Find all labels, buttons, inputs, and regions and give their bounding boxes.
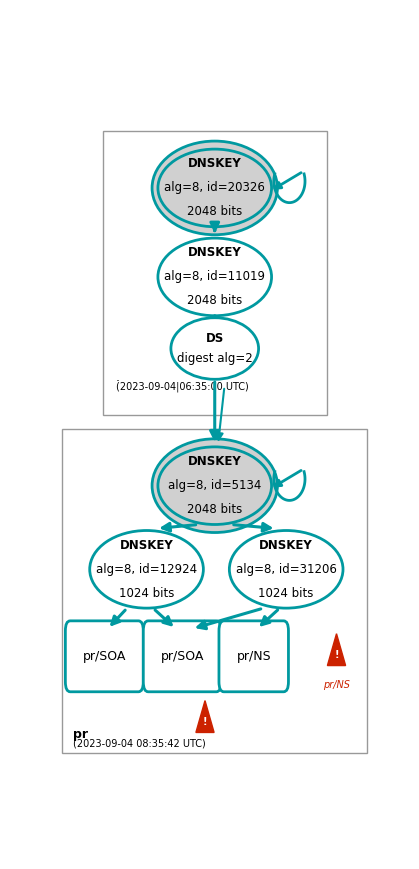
Text: DS: DS: [206, 333, 224, 346]
Ellipse shape: [229, 530, 343, 608]
Text: pr/NS: pr/NS: [236, 650, 271, 663]
Text: !: !: [334, 650, 339, 660]
Text: pr/NS: pr/NS: [323, 680, 350, 690]
Text: !: !: [203, 717, 207, 727]
Text: 2048 bits: 2048 bits: [187, 503, 242, 516]
Text: DNSKEY: DNSKEY: [188, 157, 242, 170]
Text: alg=8, id=5134: alg=8, id=5134: [168, 479, 261, 492]
Text: alg=8, id=20326: alg=8, id=20326: [164, 182, 265, 195]
Text: (2023-09-04 08:35:42 UTC): (2023-09-04 08:35:42 UTC): [73, 739, 206, 749]
Ellipse shape: [152, 141, 277, 235]
Text: alg=8, id=12924: alg=8, id=12924: [96, 563, 197, 576]
Text: (2023-09-04|06:35:00 UTC): (2023-09-04|06:35:00 UTC): [116, 381, 248, 392]
Ellipse shape: [158, 149, 272, 227]
Text: alg=8, id=11019: alg=8, id=11019: [164, 270, 265, 283]
FancyBboxPatch shape: [219, 620, 288, 692]
FancyBboxPatch shape: [143, 620, 221, 692]
Ellipse shape: [152, 439, 277, 533]
Text: 1024 bits: 1024 bits: [259, 587, 314, 600]
Text: .: .: [116, 371, 120, 384]
Ellipse shape: [158, 447, 272, 525]
Text: 2048 bits: 2048 bits: [187, 295, 242, 308]
Text: pr: pr: [73, 728, 88, 741]
Text: DNSKEY: DNSKEY: [120, 539, 173, 552]
Polygon shape: [327, 634, 346, 666]
Text: pr/SOA: pr/SOA: [83, 650, 126, 663]
Text: DNSKEY: DNSKEY: [188, 246, 242, 259]
FancyBboxPatch shape: [65, 620, 143, 692]
Text: digest alg=2: digest alg=2: [177, 352, 253, 365]
Ellipse shape: [158, 238, 272, 315]
Ellipse shape: [171, 318, 259, 379]
FancyBboxPatch shape: [62, 428, 367, 753]
Ellipse shape: [90, 530, 203, 608]
Text: 2048 bits: 2048 bits: [187, 205, 242, 218]
Text: DNSKEY: DNSKEY: [259, 539, 313, 552]
FancyBboxPatch shape: [103, 131, 327, 415]
Text: alg=8, id=31206: alg=8, id=31206: [236, 563, 336, 576]
Text: pr/SOA: pr/SOA: [160, 650, 204, 663]
Text: DNSKEY: DNSKEY: [188, 455, 242, 468]
Text: 1024 bits: 1024 bits: [119, 587, 174, 600]
Polygon shape: [196, 700, 214, 733]
